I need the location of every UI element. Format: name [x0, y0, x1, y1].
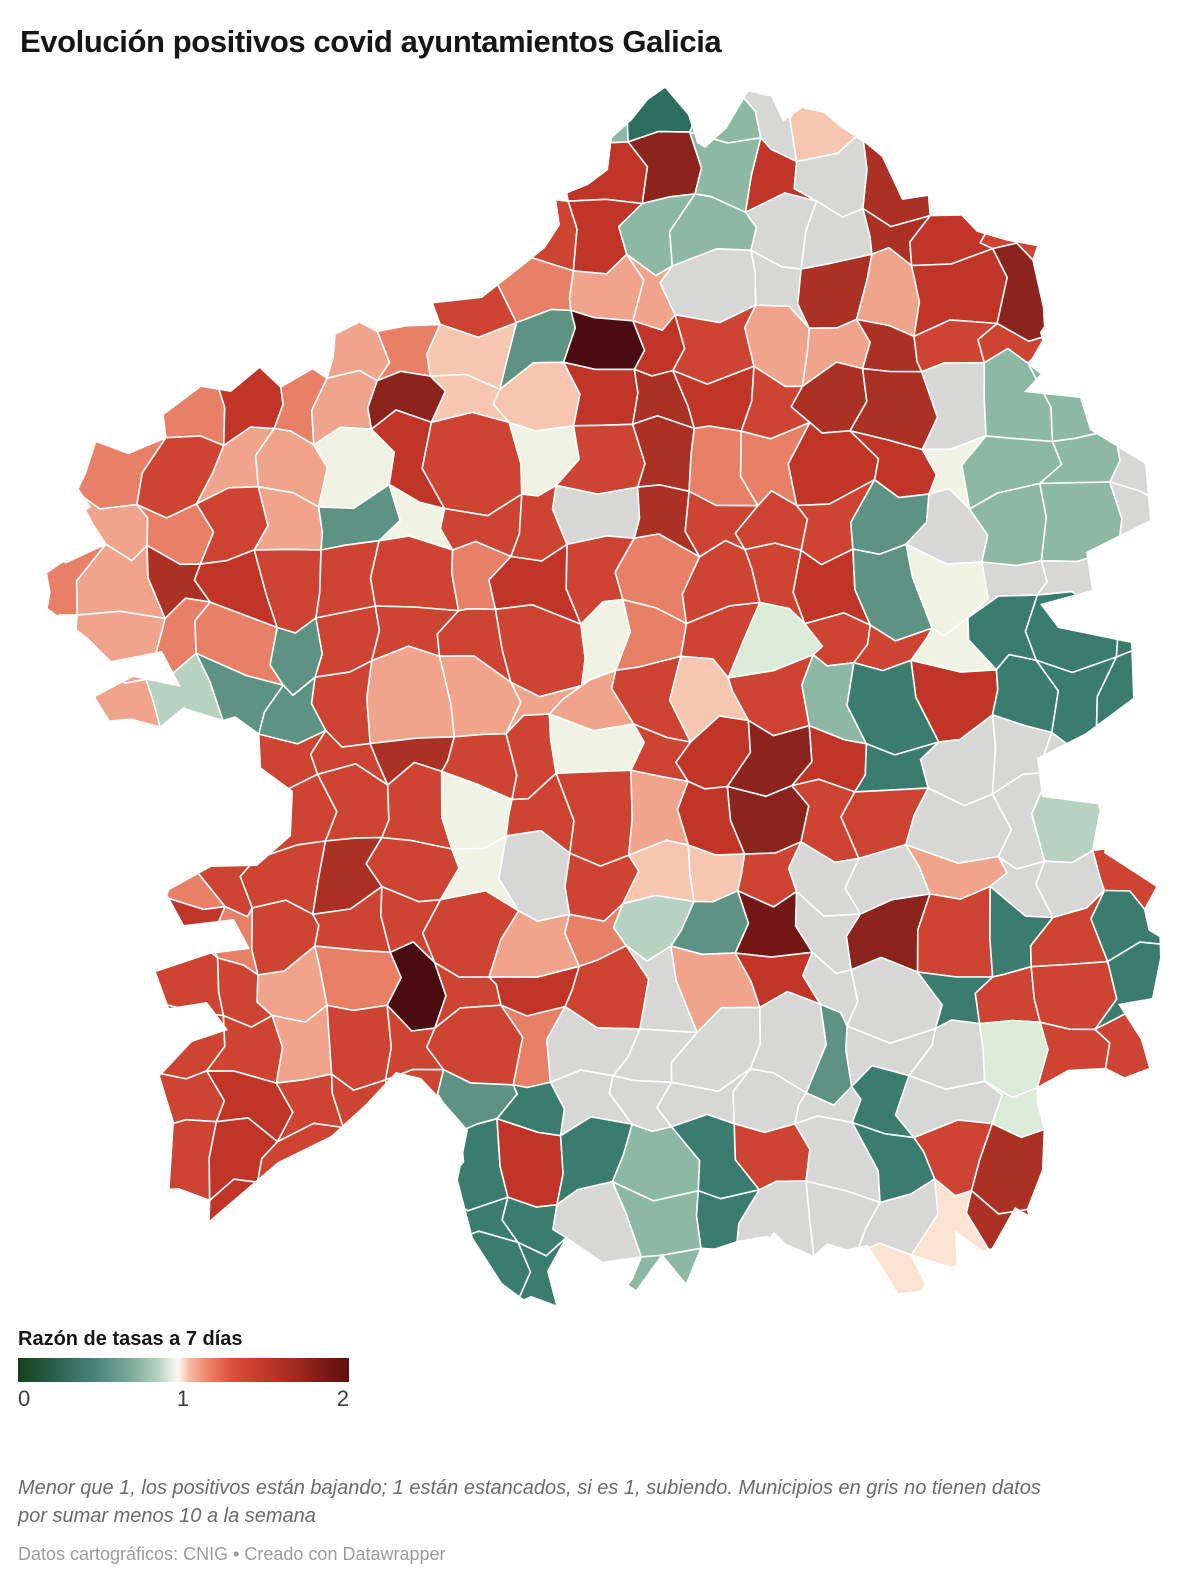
municipality-cell[interactable]	[631, 414, 696, 493]
attribution-separator: •	[228, 1544, 245, 1564]
legend-tick-2: 2	[336, 1386, 349, 1411]
municipality-cell[interactable]	[861, 130, 932, 228]
municipality-cell[interactable]	[551, 484, 641, 546]
chart-title: Evolución positivos covid ayuntamientos …	[20, 24, 722, 59]
municipality-cell[interactable]	[141, 1118, 218, 1202]
datawrapper-credit-link[interactable]: Creado con Datawrapper	[244, 1544, 446, 1564]
legend-tick-0: 0	[18, 1386, 31, 1411]
municipality-cell[interactable]	[576, 79, 630, 145]
legend-title: Razón de tasas a 7 días	[18, 1328, 243, 1350]
legend-tick-1: 1	[176, 1386, 190, 1411]
municipality-cell[interactable]	[1030, 771, 1102, 864]
municipality-cell[interactable]	[1090, 889, 1175, 963]
municipality-cell[interactable]	[1039, 481, 1123, 563]
municipality-cell[interactable]	[145, 935, 225, 1017]
municipality-cell[interactable]	[369, 535, 460, 612]
footnote-line2: por sumar menos 10 a la semana	[18, 1505, 316, 1528]
municipality-cells-layer	[41, 72, 1175, 1309]
municipality-cell[interactable]	[1024, 590, 1119, 674]
municipality-cell[interactable]	[150, 352, 226, 447]
legend-gradient-bar	[18, 1358, 349, 1382]
municipality-cell[interactable]	[916, 885, 994, 978]
attribution: Datos cartográficos: CNIG • Creado con D…	[18, 1544, 446, 1565]
municipality-cell[interactable]	[73, 610, 166, 684]
municipality-cell[interactable]	[983, 347, 1054, 443]
municipality-cell[interactable]	[313, 945, 403, 1012]
municipality-cell[interactable]	[432, 1230, 532, 1304]
municipality-cell[interactable]	[688, 72, 762, 144]
municipality-cell[interactable]	[440, 197, 498, 272]
footnote-line1: Menor que 1, los positivos están bajando…	[18, 1477, 1041, 1499]
source-link[interactable]: Datos cartográficos: CNIG	[18, 1544, 229, 1564]
footnote: Menor que 1, los positivos están bajando…	[18, 1474, 1183, 1531]
